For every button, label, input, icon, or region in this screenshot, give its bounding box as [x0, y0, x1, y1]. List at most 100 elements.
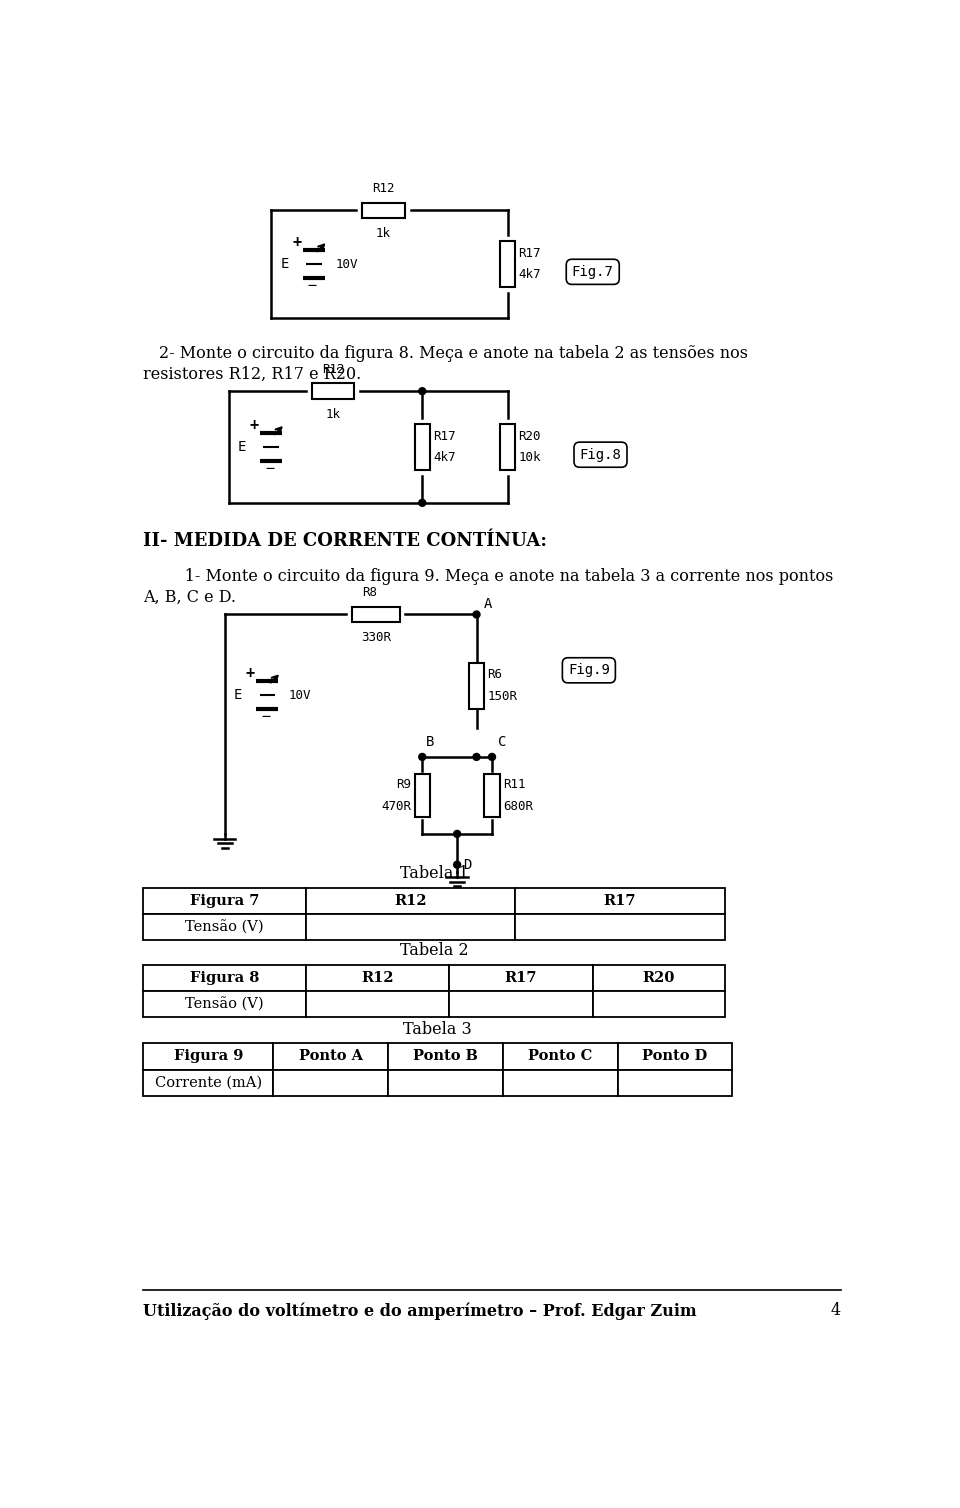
Bar [143, 914, 306, 939]
Text: R12: R12 [372, 182, 395, 195]
Bar [306, 991, 449, 1018]
Text: 10V: 10V [335, 258, 358, 270]
Text: 1k: 1k [325, 409, 341, 421]
Bar [143, 1044, 274, 1069]
Text: Tabela 1: Tabela 1 [399, 866, 468, 882]
Text: +: + [246, 667, 254, 682]
Text: R17: R17 [433, 430, 456, 443]
Text: 330R: 330R [361, 632, 391, 644]
Bar [516, 914, 725, 939]
Bar [143, 1069, 274, 1096]
Bar [306, 914, 516, 939]
Text: 2- Monte o circuito da figura 8. Meça e anote na tabela 2 as tensões nos: 2- Monte o circuito da figura 8. Meça e … [158, 345, 748, 362]
Text: R9: R9 [396, 778, 412, 792]
Bar [617, 1069, 732, 1096]
Text: Ponto D: Ponto D [642, 1050, 708, 1063]
Bar [274, 1069, 388, 1096]
Circle shape [419, 754, 425, 760]
Text: E: E [234, 688, 243, 703]
Bar [306, 965, 449, 991]
Bar [415, 774, 430, 817]
Text: 1k: 1k [376, 228, 391, 240]
Text: R12: R12 [322, 363, 345, 375]
Text: +: + [292, 235, 301, 250]
Bar [388, 1069, 503, 1096]
Bar [351, 606, 399, 623]
Bar [503, 1044, 617, 1069]
Text: +: + [250, 418, 258, 433]
Text: 4k7: 4k7 [433, 451, 456, 464]
Circle shape [489, 754, 495, 760]
Text: R12: R12 [361, 971, 394, 985]
Text: Tabela 2: Tabela 2 [399, 942, 468, 959]
Text: R11: R11 [503, 778, 525, 792]
Text: E: E [280, 258, 289, 271]
Text: R17: R17 [518, 247, 540, 259]
Text: R17: R17 [604, 894, 636, 908]
Text: Ponto A: Ponto A [299, 1050, 363, 1063]
Text: 680R: 680R [503, 799, 533, 813]
Text: Figura 9: Figura 9 [174, 1050, 243, 1063]
Text: II- MEDIDA DE CORRENTE CONTÍNUA:: II- MEDIDA DE CORRENTE CONTÍNUA: [143, 532, 547, 550]
Bar [516, 888, 725, 914]
Bar [500, 424, 516, 470]
Text: R17: R17 [505, 971, 538, 985]
Circle shape [473, 754, 480, 760]
Text: 10V: 10V [289, 689, 311, 701]
Circle shape [473, 611, 480, 618]
Text: Tensão (V): Tensão (V) [185, 920, 264, 933]
Text: Figura 8: Figura 8 [190, 971, 259, 985]
Text: resistores R12, R17 e R20.: resistores R12, R17 e R20. [143, 366, 362, 383]
Text: Utilização do voltímetro e do amperímetro – Prof. Edgar Zuim: Utilização do voltímetro e do amperímetr… [143, 1301, 697, 1320]
Bar [143, 888, 306, 914]
Bar [312, 383, 354, 400]
Bar [592, 965, 725, 991]
Text: Fig.9: Fig.9 [568, 664, 610, 677]
Text: −: − [265, 461, 275, 477]
Text: R8: R8 [362, 587, 377, 599]
Text: Tabela 3: Tabela 3 [403, 1021, 472, 1038]
Bar [592, 991, 725, 1018]
Text: R12: R12 [395, 894, 427, 908]
Text: Ponto B: Ponto B [413, 1050, 478, 1063]
Text: 4: 4 [830, 1301, 841, 1320]
Bar [617, 1044, 732, 1069]
Bar [449, 991, 592, 1018]
Text: A: A [484, 597, 492, 611]
Text: R6: R6 [488, 668, 502, 682]
Text: B: B [426, 736, 435, 749]
Text: Fig.8: Fig.8 [580, 448, 621, 461]
Text: −: − [261, 709, 271, 724]
Text: E: E [238, 440, 247, 454]
Text: Corrente (mA): Corrente (mA) [155, 1075, 262, 1090]
Text: 150R: 150R [488, 691, 517, 703]
Bar [415, 424, 430, 470]
Bar [503, 1069, 617, 1096]
Bar [468, 662, 484, 709]
Circle shape [419, 388, 425, 395]
Bar [362, 202, 405, 219]
Text: 10k: 10k [518, 451, 540, 464]
Text: Tensão (V): Tensão (V) [185, 997, 264, 1012]
Bar [484, 774, 500, 817]
Text: −: − [307, 277, 317, 293]
Text: R20: R20 [642, 971, 675, 985]
Text: D: D [464, 858, 471, 872]
Bar [143, 991, 306, 1018]
Bar [388, 1044, 503, 1069]
Text: 4k7: 4k7 [518, 268, 540, 282]
Text: C: C [498, 736, 507, 749]
Bar [306, 888, 516, 914]
Text: 1- Monte o circuito da figura 9. Meça e anote na tabela 3 a corrente nos pontos: 1- Monte o circuito da figura 9. Meça e … [158, 569, 833, 585]
Text: Fig.7: Fig.7 [572, 265, 613, 279]
Bar [449, 965, 592, 991]
Text: Ponto C: Ponto C [528, 1050, 592, 1063]
Circle shape [419, 499, 425, 507]
Text: R20: R20 [518, 430, 540, 443]
Text: A, B, C e D.: A, B, C e D. [143, 590, 236, 606]
Bar [143, 965, 306, 991]
Bar [274, 1044, 388, 1069]
Text: Figura 7: Figura 7 [190, 894, 259, 908]
Text: 470R: 470R [381, 799, 412, 813]
Circle shape [454, 831, 461, 837]
